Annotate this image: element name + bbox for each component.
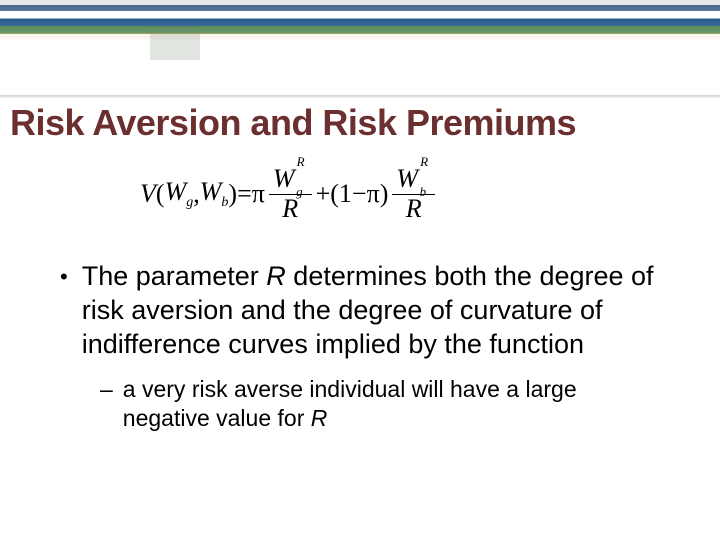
bullet-main-text: The parameter R determines both the degr… [82, 260, 660, 361]
formula-1minus-open: (1 [330, 179, 352, 209]
bullet-sub: – a very risk averse individual will hav… [100, 375, 660, 433]
formula-Wg: Wg [165, 177, 194, 211]
content-area: • The parameter R determines both the de… [60, 260, 660, 433]
formula-frac2: WbR R [392, 165, 435, 223]
formula-1minus-close: ) [380, 179, 389, 209]
formula: V ( Wg , Wb ) = π WgR R + (1 − π ) WbR R [140, 165, 439, 223]
formula-close: ) [228, 179, 237, 209]
formula-Wb: Wb [200, 177, 229, 211]
formula-pi: π [252, 179, 265, 209]
formula-open: ( [156, 179, 165, 209]
header-dots: . . . . . . . . . . . . . . . . . . . . … [420, 28, 680, 34]
bullet-dot-icon: • [60, 260, 68, 361]
slide-header-graphic: . . . . . . . . . . . . . . . . . . . . … [0, 0, 720, 62]
formula-pi2: π [367, 179, 380, 209]
formula-minus: − [352, 179, 367, 209]
bullet-dash-icon: – [100, 375, 113, 433]
formula-frac1: WgR R [269, 165, 312, 223]
formula-plus: + [316, 179, 331, 209]
formula-V: V [140, 179, 156, 209]
slide-title: Risk Aversion and Risk Premiums [10, 102, 576, 144]
horizontal-rule [0, 95, 720, 98]
formula-eq: = [237, 179, 252, 209]
bullet-main: • The parameter R determines both the de… [60, 260, 660, 361]
bullet-sub-text: a very risk averse individual will have … [123, 375, 660, 433]
